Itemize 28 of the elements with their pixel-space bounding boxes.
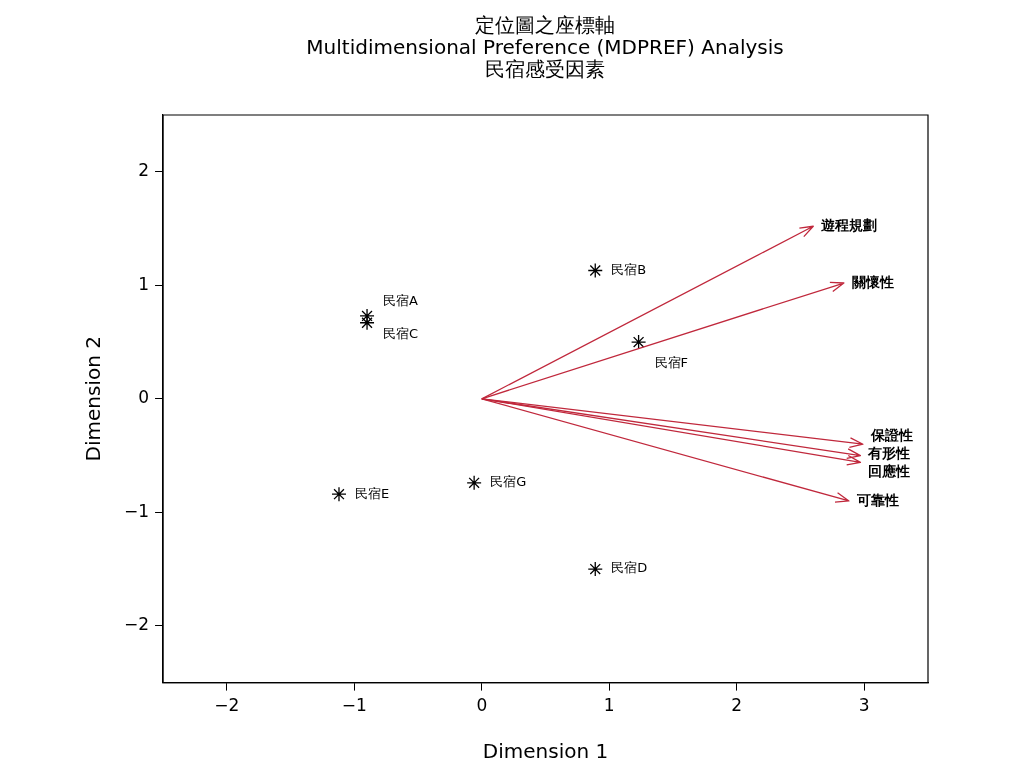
x-tick-label: −2 [214,695,240,716]
data-label: 民宿A [383,293,419,309]
data-label: 民宿E [355,485,390,501]
y-tick-label: 0 [138,387,150,408]
legend-label: 有形性 [867,444,911,461]
x-tick-label: 1 [603,695,615,716]
x-tick-label: 3 [858,695,870,716]
y-tick-label: −2 [124,614,150,635]
data-label: 民宿D [611,560,648,576]
legend-label: 關懷性 [851,273,894,290]
series-label: 回應性 [868,462,911,479]
y-tick-label: 1 [138,273,150,294]
data-label: 民宿F [654,355,689,371]
legend-label: 可靠性 [855,491,899,508]
x-tick-label: 0 [476,695,488,716]
legend-label: 保證性 [869,426,913,443]
data-label: 民宿G [490,474,527,490]
chart-title: 定位圖之座標軸 [475,13,615,37]
chart-subtitle: Multidimensional Preference (MDPREF) Analysis 民宿感受因素 [306,35,784,81]
y-tick-label: 2 [138,160,150,181]
legend-label: 遊程規劃 [821,216,878,233]
y-tick-label: −1 [124,500,150,521]
data-label: 民宿B [611,261,647,277]
data-label: 民宿C [383,326,419,342]
x-tick-label: 2 [731,695,743,716]
y-axis-title: Dimension 2 [81,336,105,462]
x-axis-title: Dimension 1 [482,739,609,763]
x-tick-label: −1 [341,695,367,716]
